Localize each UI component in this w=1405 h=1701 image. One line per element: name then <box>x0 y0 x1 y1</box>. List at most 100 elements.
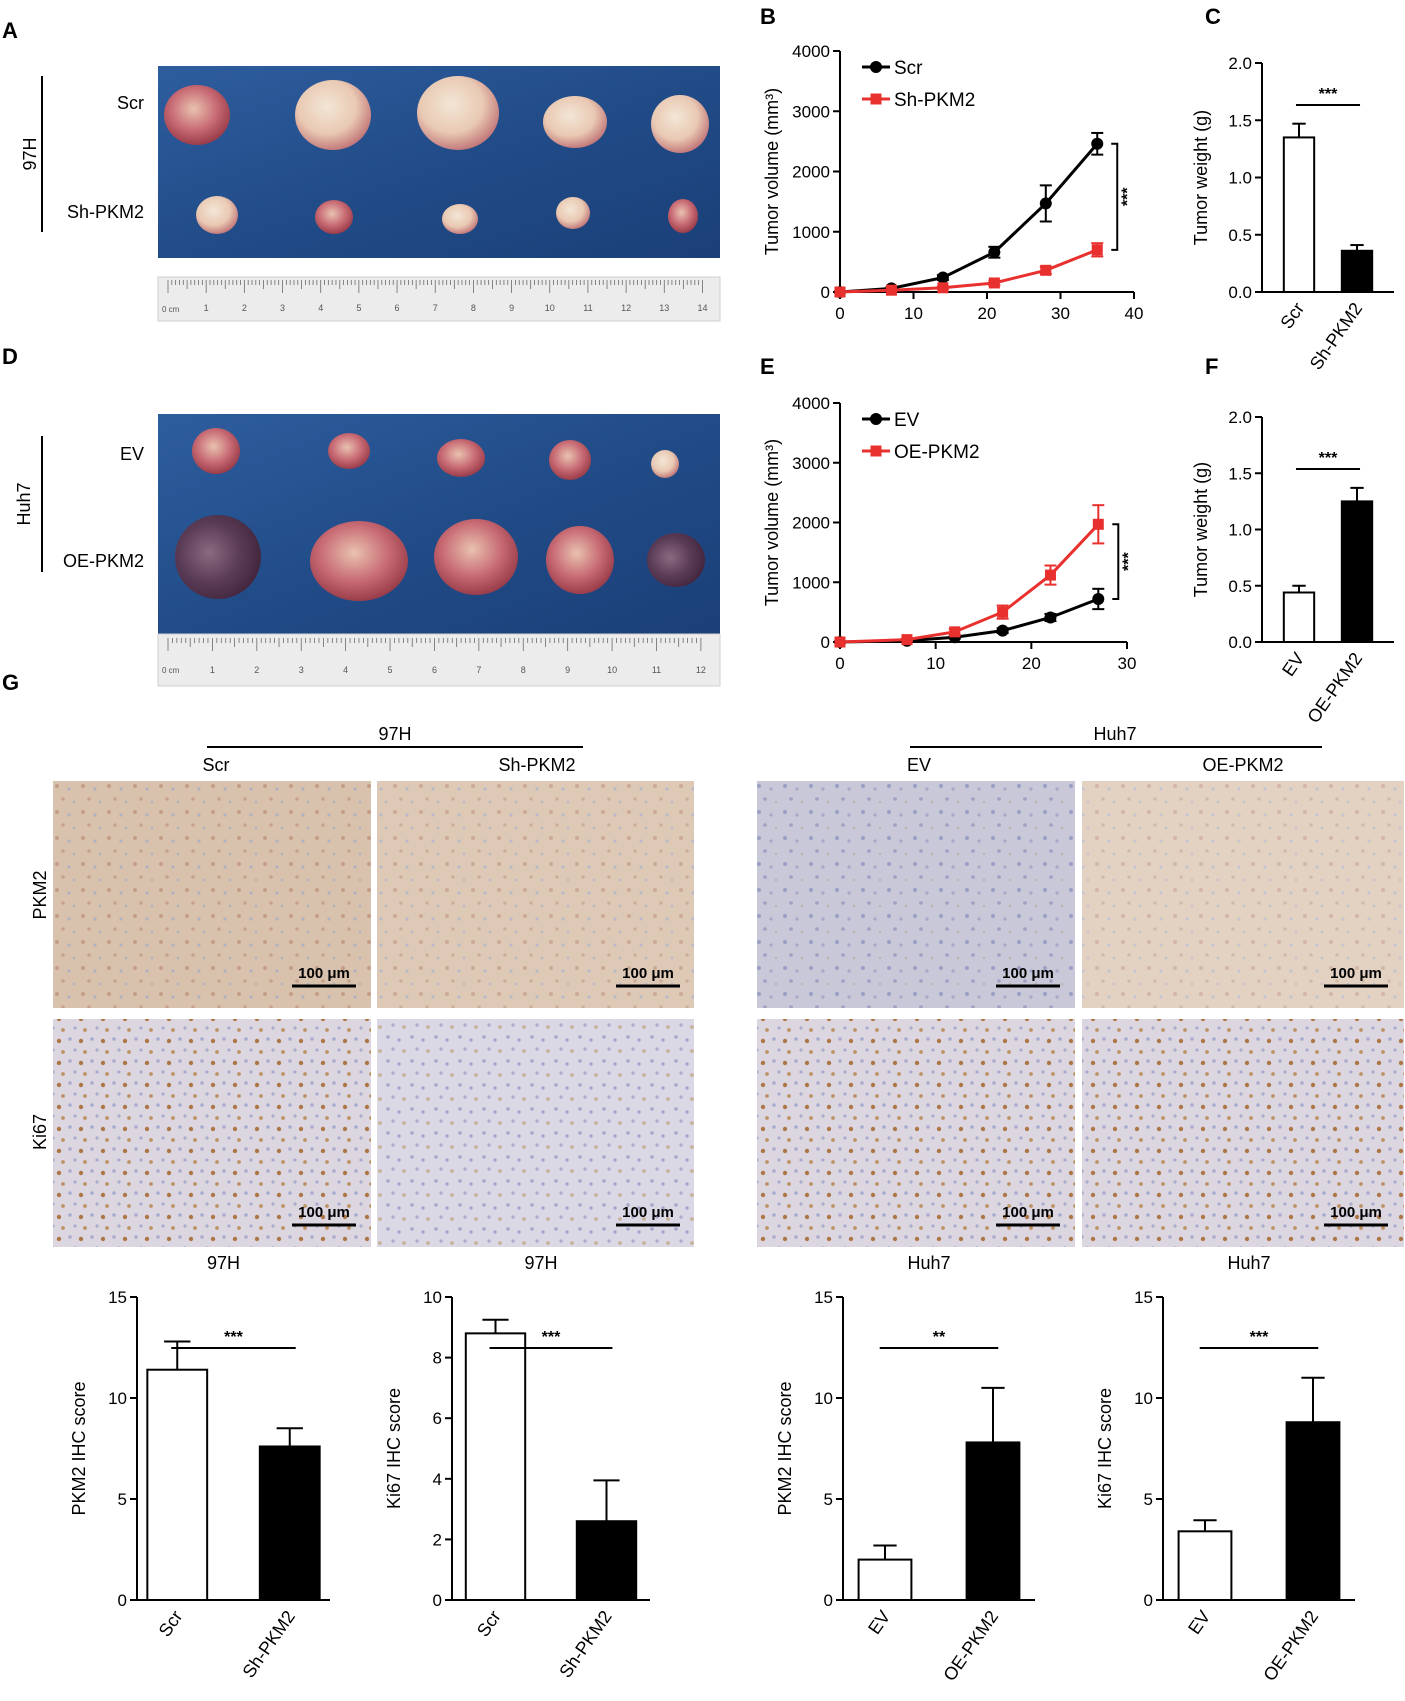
chart-g-97h-ki67-score: 97H 0 2 4 6 8 10 Ki67 IHC score Scr Sh-PKM2 *** <box>384 1253 650 1681</box>
ruler-number: 2 <box>254 665 259 675</box>
ruler-number: 6 <box>432 665 437 675</box>
y-tick-label: 0 <box>821 283 830 302</box>
series-line <box>839 248 1098 294</box>
series-line <box>839 523 1100 644</box>
ihc-panel: 97H Huh7 Scr Sh-PKM2 EV OE-PKM2 PKM2 Ki6… <box>30 724 1404 1247</box>
y-tick-label: 1000 <box>792 573 830 592</box>
y-tick-label: 15 <box>1134 1288 1153 1307</box>
y-tick-label: 1.0 <box>1228 169 1252 188</box>
bar <box>1282 136 1316 293</box>
ruler-number: 12 <box>696 665 706 675</box>
row-label-pkm2: PKM2 <box>30 870 50 919</box>
ruler-number: 4 <box>318 303 323 313</box>
bar <box>258 1445 321 1601</box>
column-label-ev: EV <box>907 755 931 775</box>
x-tick-label: 10 <box>904 304 923 323</box>
ruler-numbers: 1 2 3 4 5 6 7 8 9 10 11 12 13 14 <box>204 303 708 313</box>
tumor <box>434 519 518 595</box>
column-label-scr: Scr <box>203 755 230 775</box>
chart-e-tumor-volume: E 0 1000 2000 3000 4000 0 10 20 30 Tumor volume (m… <box>760 354 1137 673</box>
y-tick-label: 15 <box>108 1288 127 1307</box>
bar <box>1285 1421 1341 1601</box>
ruler-number: 3 <box>280 303 285 313</box>
ihc-image-pkm2-sh-pkm2 <box>377 781 694 1008</box>
panel-d-photo: Huh7 EV OE-PKM2 0 cm 1 2 3 4 5 6 7 8 9 10 11 12 <box>14 414 721 687</box>
y-tick-label: 0 <box>824 1591 833 1610</box>
y-tick-label: 5 <box>824 1490 833 1509</box>
y-tick-label: 1000 <box>792 223 830 242</box>
category-label: EV <box>1184 1607 1214 1638</box>
tumor <box>315 200 353 234</box>
bar <box>1340 249 1374 293</box>
category-label: OE-PKM2 <box>1259 1607 1322 1685</box>
x-tick-label: 30 <box>1051 304 1070 323</box>
y-tick-label: 8 <box>433 1349 442 1368</box>
y-tick-label: 0 <box>118 1591 127 1610</box>
ruler-number: 12 <box>621 303 631 313</box>
chart-g-97h-pkm2-score: 97H 0 5 10 15 PKM2 IHC score Scr Sh-PKM2 *** <box>69 1253 330 1681</box>
column-label-sh-pkm2: Sh-PKM2 <box>498 755 575 775</box>
y-axis-label: Ki67 IHC score <box>384 1388 404 1509</box>
panel-letter: C <box>1205 4 1221 29</box>
data-point <box>988 277 1000 289</box>
ruler-ticks <box>167 280 703 293</box>
category-label: EV <box>1278 649 1308 680</box>
ihc-image-pkm2-oe-pkm2 <box>1082 781 1404 1008</box>
y-tick-label: 6 <box>433 1409 442 1428</box>
bar <box>464 1332 527 1601</box>
ruler-number: 5 <box>356 303 361 313</box>
category-label: Sh-PKM2 <box>555 1607 616 1682</box>
column-label-oe-pkm2: OE-PKM2 <box>1202 755 1283 775</box>
significance-marker: *** <box>1250 1329 1269 1346</box>
data-point <box>885 284 897 296</box>
tumor <box>549 440 591 480</box>
category-label: EV <box>864 1607 894 1638</box>
significance-marker: *** <box>224 1329 243 1346</box>
significance-bracket <box>1111 142 1119 251</box>
ruler-number: 10 <box>545 303 555 313</box>
y-axis-label: Ki67 IHC score <box>1095 1388 1115 1509</box>
legend-marker <box>870 93 882 105</box>
panel-letter: F <box>1205 354 1218 379</box>
chart-b-tumor-volume: B 0 1000 2000 3000 4000 0 10 20 30 40 Tumor volume … <box>760 4 1143 323</box>
x-tick-label: 0 <box>835 304 844 323</box>
scale-bar-label: 100 μm <box>298 965 350 982</box>
y-tick-label: 4000 <box>792 394 830 413</box>
x-tick-label: 30 <box>1118 654 1137 673</box>
scale-bar-label: 100 μm <box>298 1204 350 1221</box>
category-label: Scr <box>473 1607 505 1641</box>
tumor <box>175 515 261 599</box>
category-label: Sh-PKM2 <box>1306 299 1367 374</box>
ihc-image-ki67-ev <box>757 1019 1075 1247</box>
y-tick-label: 1.0 <box>1228 521 1252 540</box>
ruler-unit: 0 cm <box>162 666 180 675</box>
data-point <box>1039 197 1052 210</box>
ihc-image-ki67-oe-pkm2 <box>1082 1019 1404 1247</box>
cell-line-label: Huh7 <box>14 482 34 525</box>
legend-marker <box>870 445 882 457</box>
bar <box>146 1368 209 1601</box>
scale-bar-label: 100 μm <box>622 1204 674 1221</box>
data-point <box>997 606 1009 618</box>
ruler-number: 8 <box>521 665 526 675</box>
y-tick-label: 0.5 <box>1228 577 1252 596</box>
data-point <box>1044 611 1057 624</box>
tumor <box>417 76 499 150</box>
chart-f-tumor-weight: F 0.0 0.5 1.0 1.5 2.0 Tumor weight (g) EVOE-PKM… <box>1191 354 1394 727</box>
legend-label: OE-PKM2 <box>894 442 980 463</box>
y-tick-label: 4000 <box>792 42 830 61</box>
scale-bar-label: 100 μm <box>1330 965 1382 982</box>
tumor <box>196 196 238 234</box>
group-title-huh7: Huh7 <box>1093 724 1136 744</box>
row-label-ki67: Ki67 <box>30 1114 50 1150</box>
legend-label: Scr <box>894 58 923 79</box>
y-tick-label: 0 <box>433 1591 442 1610</box>
ruler-unit: 0 cm <box>162 305 180 314</box>
x-tick-label: 10 <box>926 654 945 673</box>
data-point <box>996 624 1009 637</box>
bar <box>1282 591 1316 643</box>
significance-marker: ** <box>933 1329 946 1346</box>
ruler-number: 9 <box>509 303 514 313</box>
ihc-image-ki67-scr <box>53 1019 371 1247</box>
group-title-97h: 97H <box>378 724 411 744</box>
